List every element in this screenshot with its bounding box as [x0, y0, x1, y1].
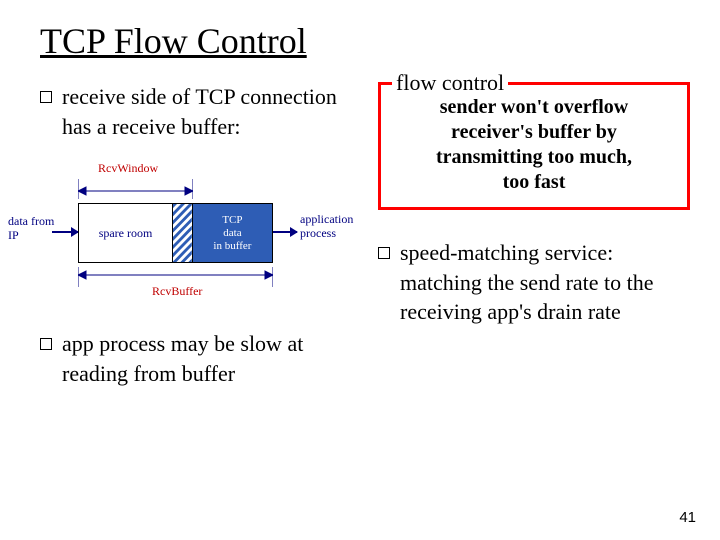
bullet-marker-icon	[40, 91, 52, 103]
spare-room-region: spare room	[79, 204, 173, 262]
bullet-marker-icon	[40, 338, 52, 350]
page-number: 41	[679, 509, 696, 526]
bullet-text: receive side of TCP connection has a rec…	[62, 82, 350, 141]
callout-box: sender won't overflow receiver's buffer …	[378, 82, 690, 210]
bullet-text: speed-matching service: matching the sen…	[400, 238, 690, 327]
bullet-marker-icon	[378, 247, 390, 259]
bullet-app-process: app process may be slow at reading from …	[40, 329, 350, 388]
label-data-from-ip: data from IP	[8, 215, 54, 241]
label-rcv-buffer: RcvBuffer	[152, 284, 202, 299]
arrow-out-icon	[273, 231, 297, 233]
bullet-receive-side: receive side of TCP connection has a rec…	[40, 82, 350, 141]
buffer-box: spare room TCP data	[78, 203, 273, 263]
left-column: receive side of TCP connection has a rec…	[40, 82, 350, 397]
label-application-process: application process	[300, 213, 353, 239]
content-columns: receive side of TCP connection has a rec…	[40, 82, 690, 397]
flow-control-callout: flow control sender won't overflow recei…	[378, 82, 690, 210]
right-column: flow control sender won't overflow recei…	[378, 82, 690, 397]
arrow-in-icon	[52, 231, 78, 233]
hatch-region	[173, 204, 193, 262]
dimension-rcv-window	[78, 179, 193, 199]
bullet-speed-matching: speed-matching service: matching the sen…	[378, 238, 690, 327]
bullet-text: app process may be slow at reading from …	[62, 329, 350, 388]
receive-buffer-diagram: data from IP RcvWindow spare room	[30, 153, 350, 303]
slide-title: TCP Flow Control	[40, 20, 690, 62]
callout-legend-label: flow control	[392, 70, 508, 96]
tcp-data-region: TCP data in buffer	[193, 204, 272, 262]
label-rcv-window: RcvWindow	[98, 161, 158, 176]
